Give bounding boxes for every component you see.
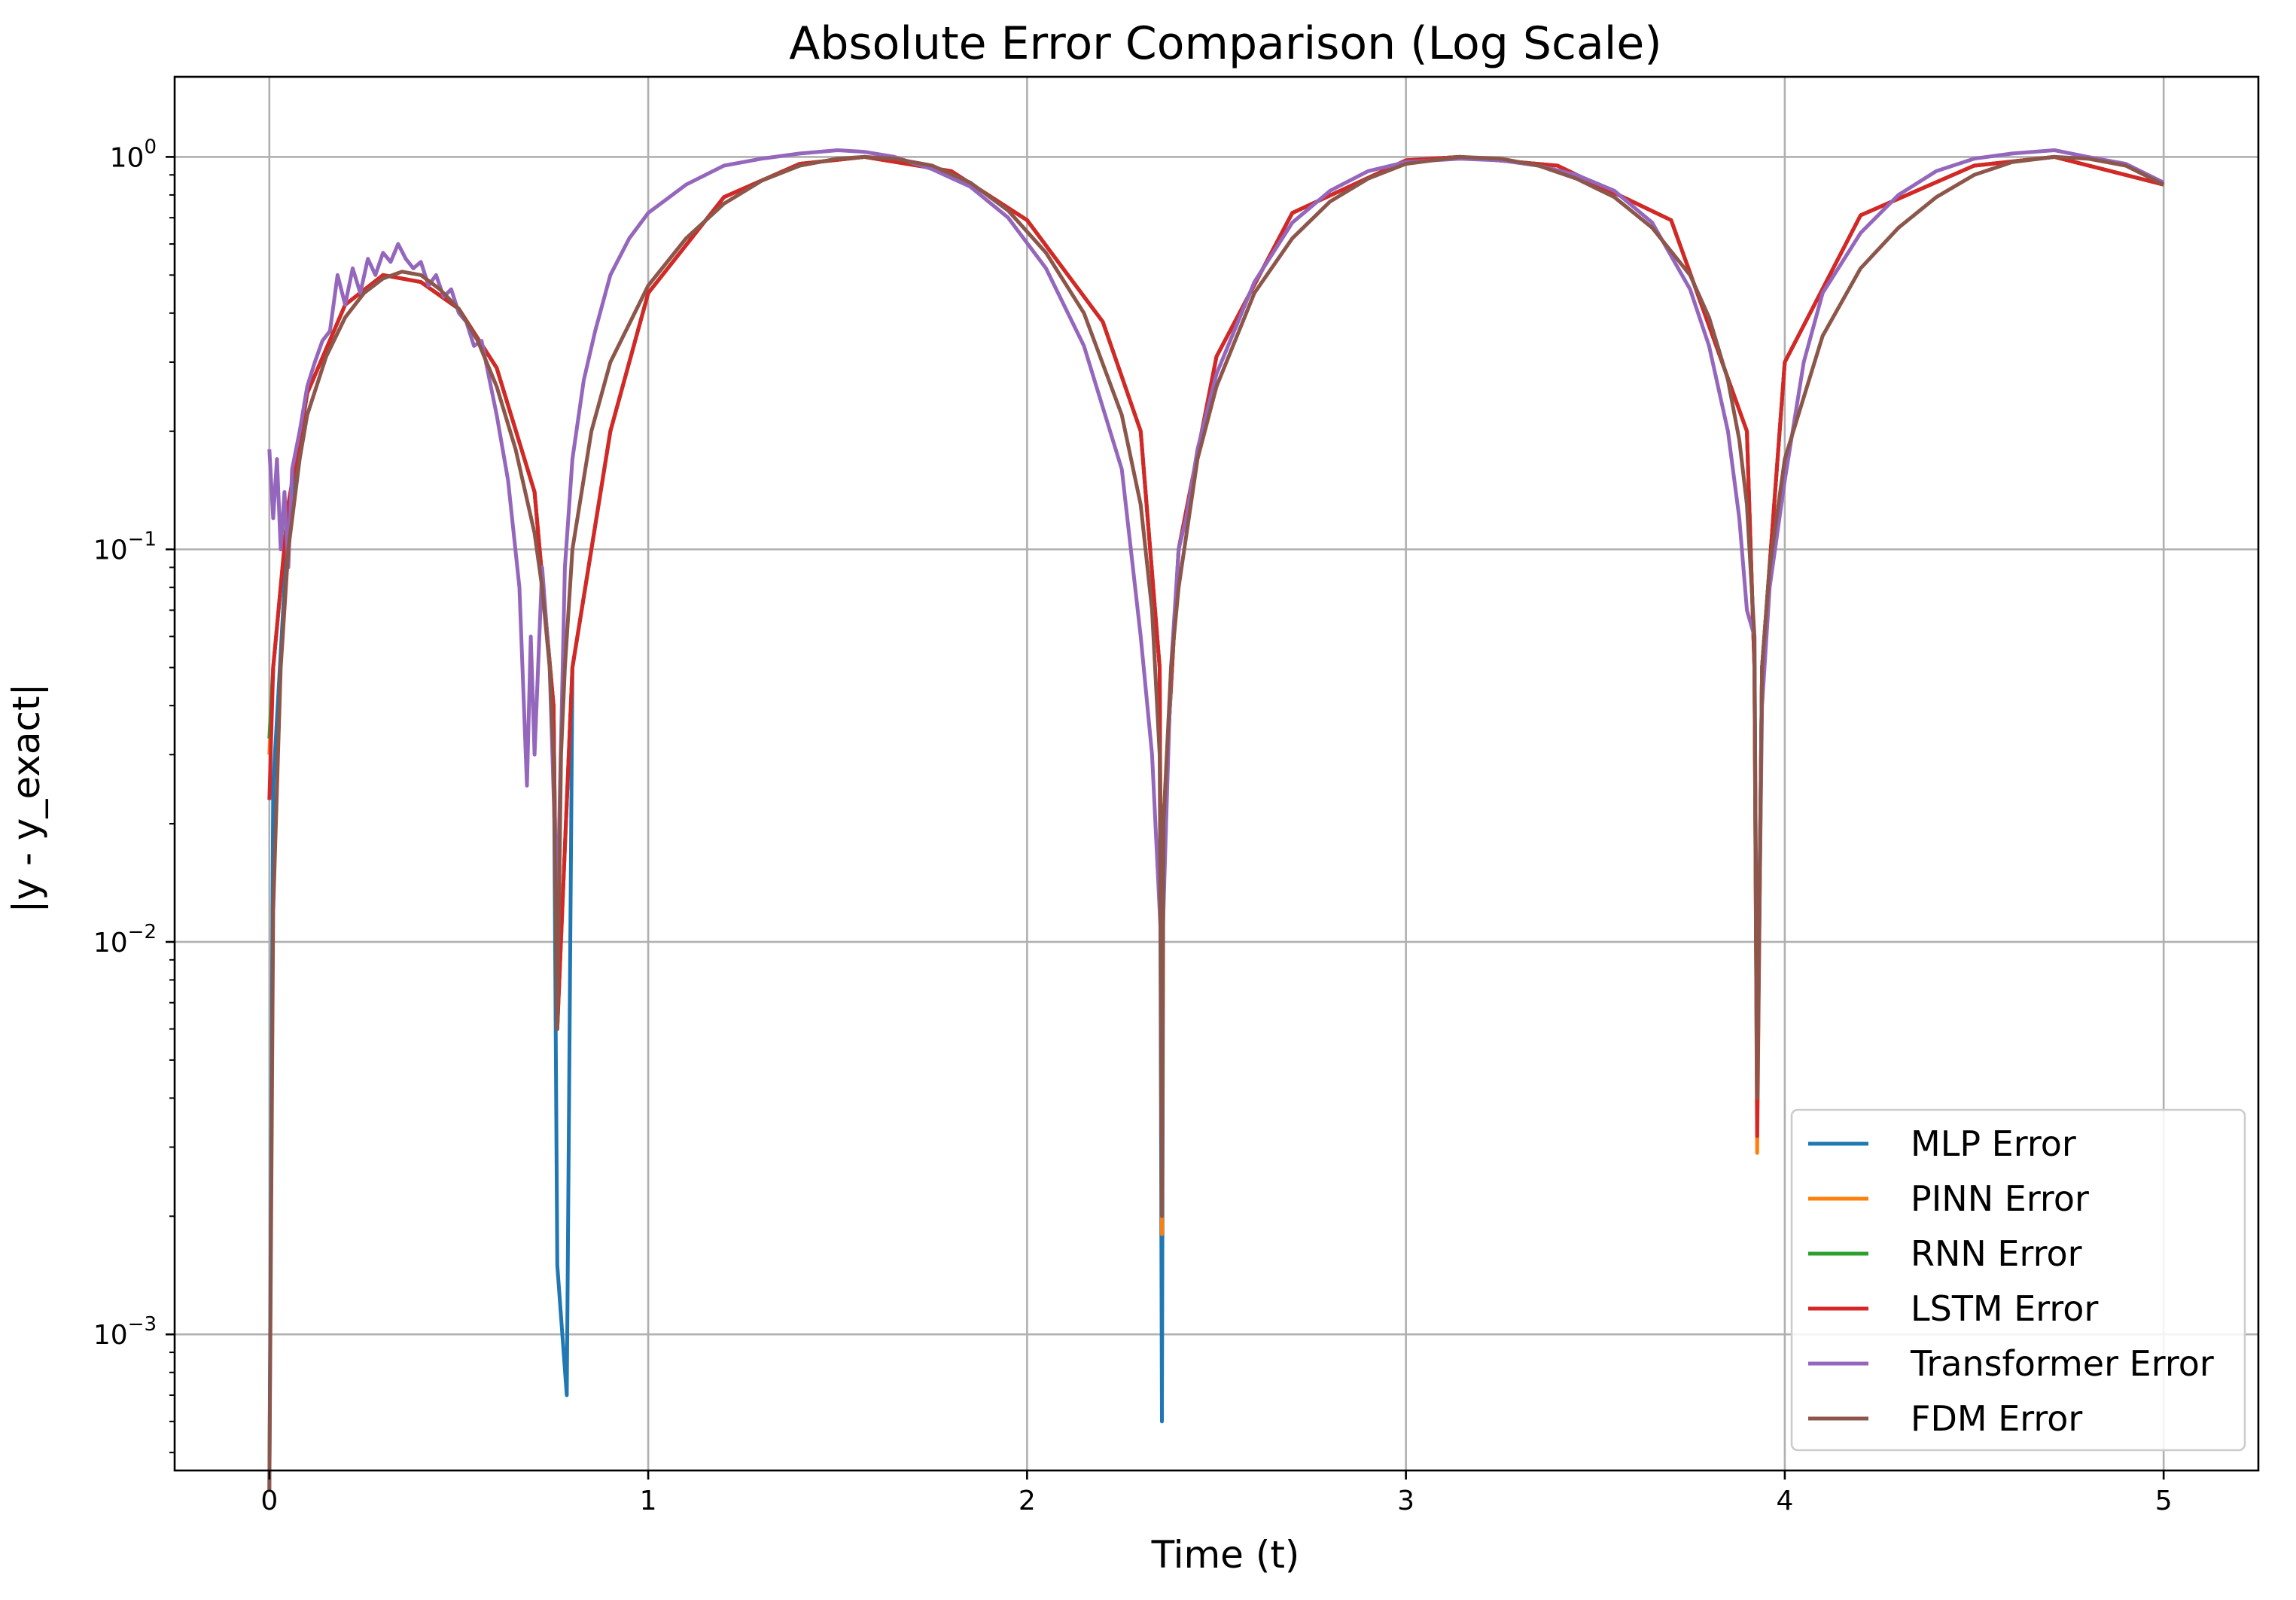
legend-label-pinn-error: PINN Error [1911, 1178, 2089, 1219]
x-axis-label: Time (t) [1151, 1533, 1300, 1577]
transformer-error-line [267, 148, 2165, 1100]
series-lines [267, 148, 2165, 1491]
x-tick-label: 0 [260, 1486, 278, 1516]
axis-ticks: 0 1 2 3 4 5 10−3 10−2 10−1 100 [93, 136, 2173, 1516]
y-tick-label: 10−1 [93, 529, 157, 566]
y-tick-label: 10−2 [93, 921, 157, 958]
y-axis-label: |y - y_exact| [5, 684, 48, 913]
x-tick-label: 1 [640, 1486, 657, 1516]
legend: MLP Error PINN Error RNN Error LSTM Error Tr… [1790, 1108, 2246, 1452]
legend-label-mlp-error: MLP Error [1911, 1123, 2076, 1164]
chart-title: Absolute Error Comparison (Log Scale) [789, 17, 1661, 70]
legend-label-transformer-error: Transformer Error [1910, 1343, 2214, 1384]
plot-area-frame [173, 75, 2260, 1472]
legend-label-rnn-error: RNN Error [1911, 1233, 2082, 1274]
legend-box [1790, 1108, 2246, 1452]
x-tick-label: 4 [1776, 1486, 1793, 1516]
y-tick-label: 10−3 [93, 1313, 157, 1351]
x-tick-label: 2 [1019, 1486, 1036, 1516]
x-tick-label: 3 [1397, 1486, 1414, 1516]
legend-label-fdm-error: FDM Error [1911, 1398, 2082, 1439]
y-tick-label: 100 [110, 136, 157, 173]
fdm-error-line [267, 154, 2165, 1491]
legend-label-lstm-error: LSTM Error [1911, 1288, 2098, 1329]
x-tick-label: 5 [2155, 1486, 2173, 1516]
